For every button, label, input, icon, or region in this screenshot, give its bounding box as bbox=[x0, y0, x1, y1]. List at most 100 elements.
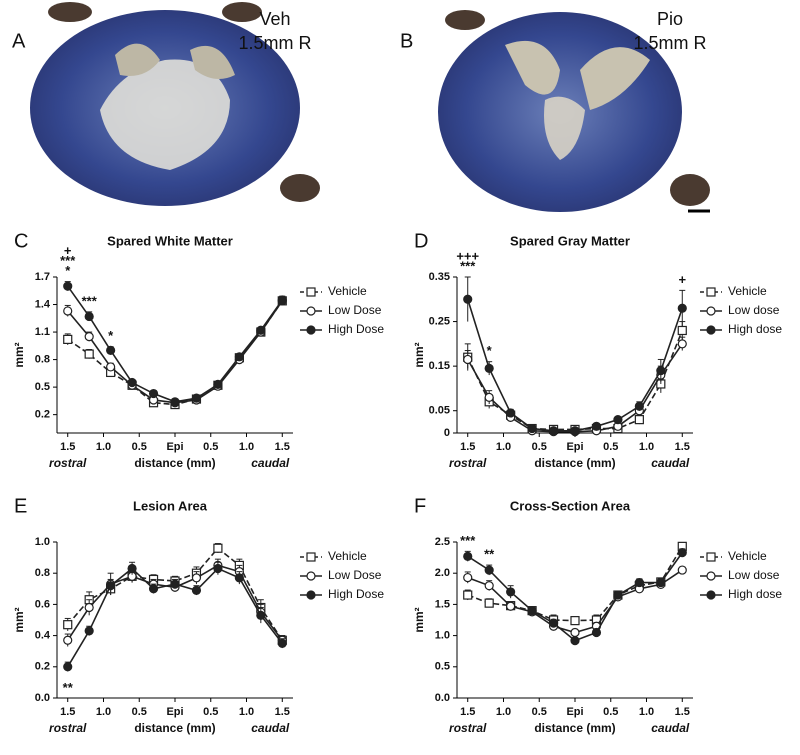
marker bbox=[706, 325, 716, 335]
x-tick-label: 1.0 bbox=[496, 441, 511, 453]
significance-mark: *** bbox=[60, 253, 76, 268]
series-line bbox=[466, 299, 684, 432]
y-tick-label: 2.0 bbox=[435, 567, 450, 579]
marker bbox=[106, 345, 116, 356]
significance-mark: *** bbox=[460, 258, 476, 273]
significance-mark: *** bbox=[82, 293, 98, 308]
y-tick-label: 0.25 bbox=[429, 315, 450, 327]
marker bbox=[256, 610, 266, 620]
y-tick-label: 0.2 bbox=[35, 409, 50, 421]
legend-label: Low dose bbox=[728, 568, 780, 582]
legend-label: Low dose bbox=[728, 303, 780, 317]
marker bbox=[306, 325, 316, 335]
marker bbox=[127, 377, 137, 388]
marker bbox=[677, 325, 687, 336]
marker bbox=[63, 662, 73, 672]
x-axis-label: distance (mm) bbox=[534, 721, 615, 735]
significance-mark: +++ bbox=[456, 248, 479, 263]
x-tick-label: Epi bbox=[566, 441, 583, 453]
marker bbox=[213, 563, 223, 574]
y-tick-label: 0.05 bbox=[429, 405, 450, 417]
marker bbox=[84, 332, 94, 342]
marker bbox=[506, 408, 516, 418]
marker bbox=[106, 362, 116, 372]
y-tick-label: 2.5 bbox=[435, 536, 450, 548]
x-tick-label: 1.5 bbox=[460, 441, 475, 453]
x-axis-label: distance (mm) bbox=[134, 721, 215, 735]
x-tick-label: 1.5 bbox=[675, 441, 690, 453]
marker bbox=[306, 571, 316, 581]
marker bbox=[634, 415, 644, 425]
legend-label: High Dose bbox=[328, 587, 384, 601]
legend-label: Low Dose bbox=[328, 303, 382, 317]
x-axis-label: distance (mm) bbox=[134, 456, 215, 470]
x-tick-label: 1.5 bbox=[275, 706, 290, 718]
marker bbox=[706, 287, 716, 297]
significance-mark: + bbox=[64, 243, 72, 258]
y-tick-label: 0.5 bbox=[35, 381, 50, 393]
chart-title: Lesion Area bbox=[133, 498, 208, 513]
chart-title: Spared White Matter bbox=[107, 233, 233, 248]
significance-mark: * bbox=[108, 328, 114, 343]
x-right-label: caudal bbox=[251, 456, 290, 470]
micrograph-a bbox=[30, 2, 320, 206]
legend-label: Vehicle bbox=[728, 284, 767, 298]
marker bbox=[463, 572, 473, 583]
marker bbox=[306, 590, 316, 600]
y-axis-label: mm² bbox=[12, 342, 26, 367]
x-tick-label: 0.5 bbox=[532, 706, 547, 718]
y-tick-label: 0.5 bbox=[435, 661, 450, 673]
x-tick-label: 1.0 bbox=[239, 441, 254, 453]
marker bbox=[570, 616, 580, 626]
panel-letter: F bbox=[414, 495, 426, 517]
x-left-label: rostral bbox=[449, 456, 487, 470]
marker bbox=[677, 565, 687, 575]
x-tick-label: 0.5 bbox=[603, 441, 618, 453]
marker bbox=[613, 590, 623, 600]
marker bbox=[106, 581, 116, 591]
marker bbox=[591, 627, 602, 638]
marker bbox=[277, 638, 287, 649]
marker bbox=[548, 618, 559, 628]
marker bbox=[706, 590, 716, 600]
series-line bbox=[67, 547, 283, 641]
image-label: 1.5mm R bbox=[238, 33, 311, 53]
marker bbox=[170, 397, 180, 407]
x-tick-label: 1.0 bbox=[239, 706, 254, 718]
marker bbox=[634, 401, 644, 411]
micrograph-b bbox=[438, 10, 710, 213]
x-tick-label: 0.5 bbox=[603, 706, 618, 718]
marker bbox=[306, 306, 316, 316]
image-label: 1.5mm R bbox=[633, 33, 706, 53]
marker bbox=[527, 606, 537, 616]
x-left-label: rostral bbox=[49, 456, 87, 470]
marker bbox=[306, 287, 316, 297]
y-tick-label: 1.5 bbox=[435, 598, 450, 610]
legend-label: Vehicle bbox=[328, 284, 367, 298]
marker bbox=[84, 349, 94, 359]
marker bbox=[277, 295, 287, 305]
y-tick-label: 0.0 bbox=[35, 692, 50, 704]
marker bbox=[548, 426, 559, 436]
legend-label: High dose bbox=[728, 322, 782, 336]
marker bbox=[570, 426, 580, 436]
x-tick-label: 1.0 bbox=[496, 706, 511, 718]
marker bbox=[213, 543, 223, 553]
marker bbox=[506, 587, 516, 597]
x-right-label: caudal bbox=[651, 721, 690, 735]
y-axis-label: mm² bbox=[412, 342, 426, 367]
marker bbox=[463, 294, 473, 304]
x-right-label: caudal bbox=[651, 456, 690, 470]
marker bbox=[484, 565, 494, 575]
x-left-label: rostral bbox=[449, 721, 487, 735]
legend-label: Vehicle bbox=[728, 549, 767, 563]
x-tick-label: 1.5 bbox=[60, 706, 75, 718]
marker bbox=[484, 392, 494, 402]
y-tick-label: 0.0 bbox=[435, 692, 450, 704]
chart-title: Cross-Section Area bbox=[510, 498, 631, 513]
marker bbox=[570, 627, 580, 638]
marker bbox=[256, 325, 266, 335]
series-line bbox=[67, 285, 283, 403]
marker bbox=[570, 635, 580, 646]
